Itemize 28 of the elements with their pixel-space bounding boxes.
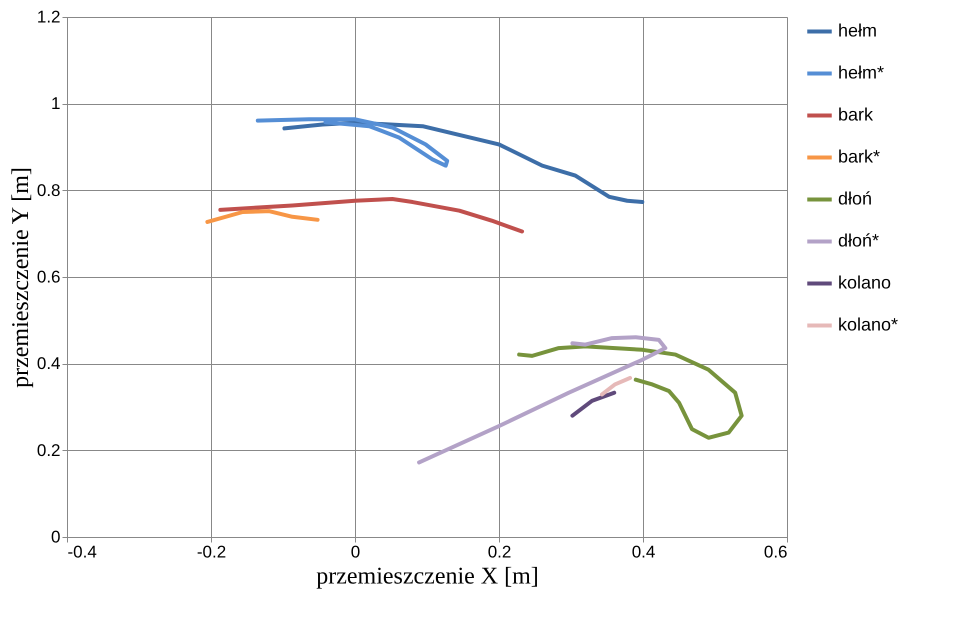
line-series [218, 197, 524, 234]
x-tick-label: 0.6 [764, 542, 788, 562]
x-tick-label: 0.4 [632, 542, 656, 562]
legend-label: dłoń* [838, 230, 880, 250]
y-tick-label: 0.2 [36, 440, 60, 460]
y-tick-label: 0.8 [36, 180, 60, 200]
x-tick-label: -0.4 [68, 542, 97, 562]
legend-label: kolano [838, 272, 892, 292]
y-tick-label: 0.4 [36, 354, 60, 374]
legend-label: hełm* [838, 62, 884, 82]
legend-label: hełm [838, 20, 878, 40]
line-series [517, 344, 744, 440]
y-tick-label: 1.2 [36, 8, 60, 26]
legend-label: dłoń [838, 188, 872, 208]
x-tick-label: 0.2 [488, 542, 512, 562]
line-series [205, 209, 320, 224]
x-axis-title: przemieszczenie X [m] [316, 564, 539, 590]
line-series [417, 335, 668, 464]
y-tick-label: 1 [51, 94, 60, 114]
legend-label: bark [838, 104, 874, 124]
line-series [256, 117, 450, 168]
x-tick-label: 0 [350, 542, 360, 562]
y-axis-title: przemieszczenie Y [m] [8, 167, 34, 388]
y-tick-label: 0.6 [36, 268, 60, 286]
legend-label: kolano* [838, 314, 898, 334]
legend-label: bark* [838, 146, 880, 166]
y-tick-label: 0 [51, 528, 60, 546]
x-tick-label: -0.2 [196, 542, 226, 562]
